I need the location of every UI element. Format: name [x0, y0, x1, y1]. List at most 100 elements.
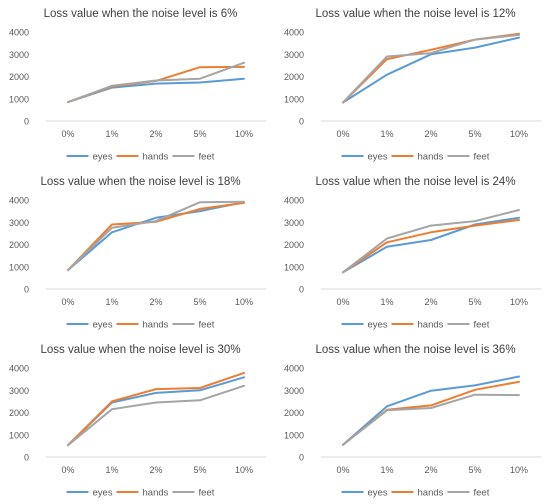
- y-tick-label: 2000: [9, 72, 29, 82]
- x-tick-label: 2%: [424, 129, 437, 139]
- x-tick-label: 0%: [61, 465, 74, 475]
- y-tick-label: 4000: [9, 28, 29, 38]
- chart-title: Loss value when the noise level is 36%: [315, 344, 515, 356]
- series-line-eyes: [342, 375, 520, 446]
- y-tick-label: 2000: [9, 240, 29, 250]
- series-line-eyes: [67, 376, 245, 447]
- y-tick-label: 1000: [284, 262, 304, 272]
- series-line-hands: [67, 201, 245, 272]
- chart-panel: Loss value when the noise level is 24% 0 1…: [284, 176, 541, 331]
- y-tick-label: 1000: [9, 430, 29, 440]
- y-tick-label: 1000: [284, 94, 304, 104]
- legend-label-hands: hands: [418, 152, 444, 163]
- legend-label-eyes: eyes: [93, 320, 113, 331]
- x-tick-label: 2%: [424, 465, 437, 475]
- chart-title: Loss value when the noise level is 24%: [315, 176, 515, 188]
- x-tick-label: 5%: [468, 129, 481, 139]
- legend-label-feet: feet: [199, 152, 215, 163]
- y-tick-label: 0: [299, 453, 304, 463]
- x-tick-label: 10%: [510, 465, 528, 475]
- legend-label-eyes: eyes: [93, 152, 113, 163]
- y-tick-label: 3000: [9, 386, 29, 396]
- y-tick-label: 4000: [9, 196, 29, 206]
- chart-title: Loss value when the noise level is 6%: [44, 8, 238, 20]
- x-tick-label: 5%: [468, 465, 481, 475]
- legend-label-hands: hands: [418, 488, 444, 499]
- y-tick-label: 2000: [284, 240, 304, 250]
- x-tick-label: 10%: [510, 297, 528, 307]
- y-tick-label: 4000: [9, 364, 29, 374]
- series-line-hands: [342, 219, 520, 274]
- x-tick-label: 10%: [235, 297, 253, 307]
- x-tick-label: 5%: [193, 465, 206, 475]
- x-tick-label: 5%: [193, 129, 206, 139]
- chart-title: Loss value when the noise level is 18%: [40, 176, 240, 188]
- series-line-eyes: [342, 36, 520, 104]
- y-tick-label: 1000: [9, 262, 29, 272]
- x-tick-label: 0%: [61, 129, 74, 139]
- y-tick-label: 3000: [284, 50, 304, 60]
- y-tick-label: 3000: [9, 218, 29, 228]
- chart-panel: Loss value when the noise level is 36% 0 1…: [284, 344, 541, 499]
- x-tick-label: 1%: [105, 129, 118, 139]
- x-tick-label: 10%: [235, 465, 253, 475]
- y-tick-label: 2000: [284, 408, 304, 418]
- x-tick-label: 2%: [149, 129, 162, 139]
- x-tick-label: 0%: [336, 465, 349, 475]
- x-tick-label: 5%: [193, 297, 206, 307]
- legend-label-feet: feet: [199, 488, 215, 499]
- y-tick-label: 0: [299, 285, 304, 295]
- y-tick-label: 4000: [284, 364, 304, 374]
- series-line-feet: [342, 393, 520, 446]
- legend-label-feet: feet: [474, 488, 490, 499]
- x-tick-label: 5%: [468, 297, 481, 307]
- series-line-feet: [342, 33, 520, 104]
- series-line-feet: [67, 384, 245, 447]
- chart-title: Loss value when the noise level is 30%: [40, 344, 240, 356]
- y-tick-label: 3000: [284, 386, 304, 396]
- y-tick-label: 3000: [284, 218, 304, 228]
- y-tick-label: 2000: [9, 408, 29, 418]
- y-tick-label: 1000: [284, 430, 304, 440]
- legend-label-hands: hands: [143, 488, 169, 499]
- y-tick-label: 4000: [284, 196, 304, 206]
- series-line-eyes: [67, 201, 245, 272]
- legend-label-feet: feet: [474, 320, 490, 331]
- chart-panel: Loss value when the noise level is 18% 0 1…: [9, 176, 266, 331]
- x-tick-label: 10%: [235, 129, 253, 139]
- x-tick-label: 10%: [510, 129, 528, 139]
- legend-label-hands: hands: [418, 320, 444, 331]
- y-tick-label: 2000: [284, 72, 304, 82]
- y-tick-label: 4000: [284, 28, 304, 38]
- y-tick-label: 1000: [9, 94, 29, 104]
- y-tick-label: 0: [24, 285, 29, 295]
- legend-label-feet: feet: [474, 152, 490, 163]
- legend-label-hands: hands: [143, 320, 169, 331]
- x-tick-label: 2%: [424, 297, 437, 307]
- series-line-feet: [67, 200, 245, 272]
- series-line-feet: [342, 209, 520, 274]
- x-tick-label: 1%: [380, 465, 393, 475]
- chart-panel: Loss value when the noise level is 6% 0 10…: [9, 8, 266, 163]
- series-line-feet: [67, 61, 245, 104]
- legend-label-eyes: eyes: [368, 152, 388, 163]
- x-tick-label: 1%: [105, 297, 118, 307]
- legend-label-eyes: eyes: [368, 320, 388, 331]
- x-tick-label: 1%: [380, 129, 393, 139]
- y-tick-label: 0: [24, 117, 29, 127]
- legend-label-eyes: eyes: [93, 488, 113, 499]
- legend-label-eyes: eyes: [368, 488, 388, 499]
- y-tick-label: 3000: [9, 50, 29, 60]
- series-line-eyes: [67, 77, 245, 104]
- chart-title: Loss value when the noise level is 12%: [315, 8, 515, 20]
- x-tick-label: 0%: [336, 297, 349, 307]
- x-tick-label: 2%: [149, 465, 162, 475]
- x-tick-label: 1%: [380, 297, 393, 307]
- chart-panel: Loss value when the noise level is 30% 0 1…: [9, 344, 266, 499]
- legend-label-feet: feet: [199, 320, 215, 331]
- y-tick-label: 0: [299, 117, 304, 127]
- chart-panel: Loss value when the noise level is 12% 0 1…: [284, 8, 541, 163]
- legend-label-hands: hands: [143, 152, 169, 163]
- series-line-eyes: [342, 216, 520, 274]
